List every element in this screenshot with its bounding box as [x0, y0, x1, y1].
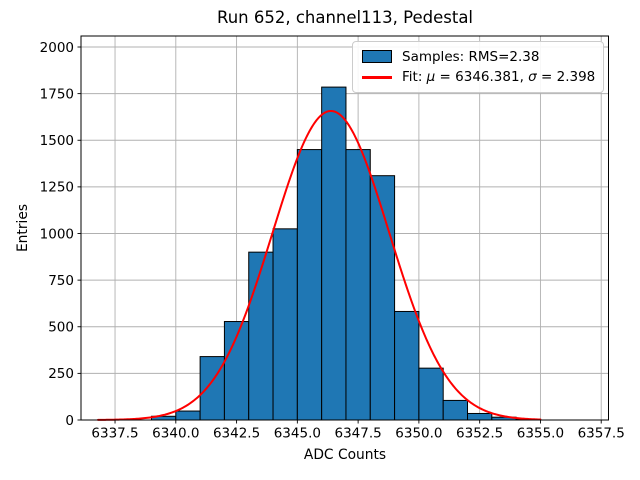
- histogram-bar: [345, 149, 371, 421]
- histogram-bar: [175, 410, 201, 421]
- sigma-symbol: σ: [528, 69, 537, 86]
- tick-labels: 6337.5 6340.0 6342.5 6345.0 6347.5 6350.0 6352…: [40, 40, 625, 442]
- legend-label-samples: Samples: RMS=2.38: [402, 48, 540, 65]
- axes-frame: [77, 35, 609, 424]
- histogram-bar: [442, 399, 469, 421]
- histogram-bars: [150, 86, 541, 421]
- x-tick-label: 6357.5: [578, 426, 625, 442]
- histogram-bar: [467, 412, 493, 421]
- histogram-bar: [394, 310, 420, 421]
- legend-label-fit: Fit: μ = 6346.381, σ = 2.398: [402, 69, 595, 85]
- fit-label-sigma-value: = 2.398: [536, 69, 596, 86]
- y-tick-label: 250: [48, 366, 74, 382]
- x-tick-label: 6345.0: [274, 426, 321, 442]
- x-tick-label: 6352.5: [456, 426, 503, 442]
- y-axis-label: Entries: [15, 204, 31, 252]
- y-tick-label: 1750: [40, 86, 74, 102]
- x-tick-label: 6355.0: [517, 426, 564, 442]
- fit-label-prefix: Fit:: [402, 69, 427, 86]
- x-axis-label: ADC Counts: [304, 447, 386, 463]
- axes-spines: [80, 35, 609, 421]
- y-tick-label: 0: [65, 413, 74, 429]
- histogram-bar: [418, 367, 444, 421]
- histogram-bar: [272, 228, 298, 421]
- fit-curve-layer: [97, 109, 542, 421]
- chart-title: Run 652, channel113, Pedestal: [217, 8, 473, 27]
- x-tick-label: 6337.5: [91, 426, 138, 442]
- legend-entry-fit: Fit: μ = 6346.381, σ = 2.398: [362, 69, 597, 85]
- x-tick-label: 6342.5: [213, 426, 260, 442]
- x-tick-label: 6350.0: [395, 426, 442, 442]
- y-tick-label: 750: [48, 273, 74, 289]
- histogram-bar: [369, 175, 396, 421]
- y-tick-label: 2000: [40, 40, 74, 56]
- legend: Samples: RMS=2.38 Fit: μ = 6346.381, σ =…: [352, 41, 604, 93]
- x-tick-label: 6340.0: [152, 426, 199, 442]
- fit-line-swatch-icon: [362, 76, 392, 79]
- y-tick-label: 1500: [40, 133, 74, 149]
- fit-label-mu-value: = 6346.381,: [435, 69, 529, 86]
- x-tick-label: 6347.5: [334, 426, 381, 442]
- mu-symbol: μ: [426, 69, 436, 86]
- y-tick-label: 500: [48, 320, 74, 336]
- histogram-swatch-icon: [362, 50, 392, 64]
- y-tick-label: 1000: [40, 226, 74, 242]
- legend-entry-samples: Samples: RMS=2.38: [362, 49, 597, 65]
- histogram-bar: [321, 86, 347, 421]
- histogram-bar: [199, 356, 225, 421]
- histogram-bar: [248, 251, 274, 421]
- histogram-bar: [296, 149, 323, 421]
- y-tick-label: 1250: [40, 180, 74, 196]
- fit-curve: [97, 109, 542, 421]
